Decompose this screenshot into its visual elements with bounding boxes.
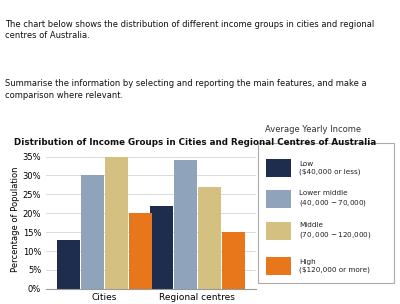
Bar [129,213,152,289]
Text: The chart below shows the distribution of different income groups in cities and : The chart below shows the distribution o… [5,19,374,40]
Bar [150,206,173,289]
Bar [174,160,197,289]
Text: Distribution of Income Groups in Cities and Regional Centres of Australia: Distribution of Income Groups in Cities … [14,138,376,147]
Bar [266,222,291,240]
Y-axis label: Percentage of Population: Percentage of Population [11,166,20,272]
Bar [81,175,104,289]
Bar [266,159,291,177]
Text: Lower middle
($40,000-$70,000): Lower middle ($40,000-$70,000) [299,190,367,208]
Bar [266,257,291,275]
Bar [198,187,221,289]
Text: Middle
($70,000-$120,000): Middle ($70,000-$120,000) [299,222,372,240]
Text: Summarise the information by selecting and reporting the main features, and make: Summarise the information by selecting a… [5,79,366,100]
Bar [105,157,128,289]
Text: Low
($40,000 or less): Low ($40,000 or less) [299,161,360,175]
Bar [266,190,291,208]
Text: High
($120,000 or more): High ($120,000 or more) [299,259,370,273]
Text: Average Yearly Income: Average Yearly Income [265,126,361,134]
Bar [222,232,245,289]
Bar [57,240,80,289]
